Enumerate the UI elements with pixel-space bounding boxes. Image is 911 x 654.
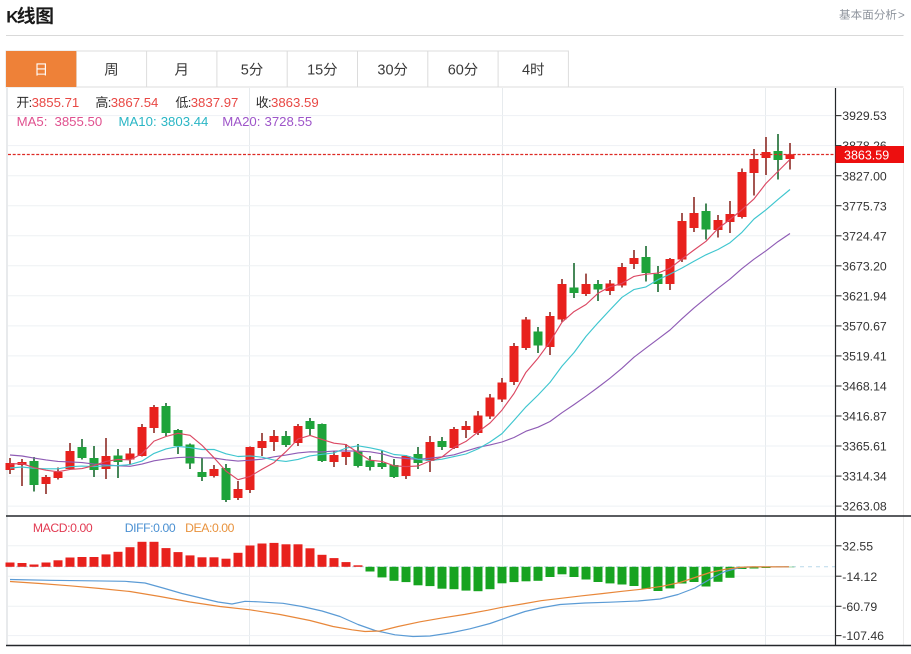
svg-text:5: 5 [241,63,249,79]
svg-text:3416.87: 3416.87 [842,410,887,424]
svg-text:K: K [6,8,19,27]
svg-text:MA20:: MA20: [222,114,260,129]
svg-text:3863.59: 3863.59 [844,148,889,162]
svg-text:3724.47: 3724.47 [842,229,887,243]
svg-text:3827.00: 3827.00 [842,169,887,183]
svg-text:-60.79: -60.79 [842,600,877,614]
svg-text:3621.94: 3621.94 [842,289,887,303]
svg-text:MA5:: MA5: [17,114,48,129]
svg-text:3775.73: 3775.73 [842,199,887,213]
svg-text:-14.12: -14.12 [842,570,877,584]
svg-text:3867.54: 3867.54 [111,95,159,110]
svg-text:3929.53: 3929.53 [842,109,887,123]
svg-text:-107.46: -107.46 [842,629,884,643]
svg-text:MACD:0.00: MACD:0.00 [33,521,93,535]
svg-text:3837.97: 3837.97 [191,95,239,110]
svg-text:3863.59: 3863.59 [271,95,319,110]
svg-text:4: 4 [522,63,530,79]
svg-text:3263.08: 3263.08 [842,500,887,514]
svg-text:3803.44: 3803.44 [161,114,209,129]
svg-text:30: 30 [377,63,393,79]
svg-text:3314.34: 3314.34 [842,470,887,484]
svg-text:3519.41: 3519.41 [842,350,887,364]
svg-text:3855.71: 3855.71 [32,95,80,110]
svg-text:60: 60 [448,63,464,79]
svg-text:DIFF:0.00: DIFF:0.00 [125,521,176,535]
svg-text:3570.67: 3570.67 [842,320,887,334]
svg-text:3728.55: 3728.55 [265,114,313,129]
svg-text:32.55: 32.55 [842,539,873,553]
svg-text:3468.14: 3468.14 [842,380,887,394]
svg-text:>: > [898,9,905,22]
svg-text:3365.61: 3365.61 [842,440,887,454]
svg-text:DEA:0.00: DEA:0.00 [185,521,235,535]
svg-text:15: 15 [307,63,323,79]
svg-text:MA10:: MA10: [119,114,157,129]
svg-text:3855.50: 3855.50 [55,114,103,129]
svg-text:3673.20: 3673.20 [842,259,887,273]
